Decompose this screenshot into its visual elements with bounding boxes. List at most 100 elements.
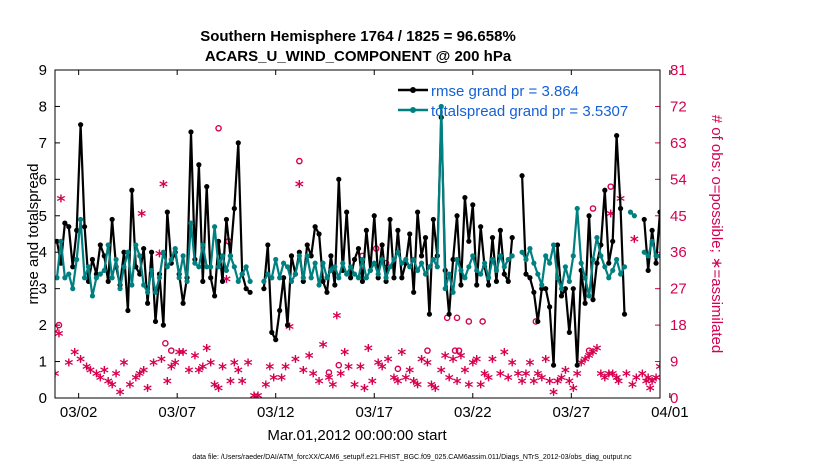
spread-point	[93, 275, 99, 281]
obs-assimilated-marker: *	[76, 353, 85, 373]
obs-assimilated-marker: *	[112, 367, 121, 387]
y2-tick-label: 36	[670, 244, 687, 261]
spread-point	[527, 245, 533, 252]
rmse-point	[610, 238, 616, 244]
obs-assimilated-marker: *	[374, 356, 383, 376]
obs-assimilated-marker: *	[206, 356, 215, 376]
obs-assimilated-marker: *	[125, 378, 134, 398]
obs-assimilated-marker: *	[214, 382, 223, 402]
spread-point	[308, 275, 314, 281]
obs-assimilated-marker: *	[606, 207, 615, 227]
rmse-point	[332, 282, 338, 288]
rmse-point	[478, 224, 484, 230]
obs-assimilated-marker: *	[423, 356, 432, 376]
obs-possible-marker	[325, 369, 333, 376]
rmse-point	[363, 227, 369, 233]
rmse-point	[300, 278, 306, 284]
obs-assimilated-marker: *	[163, 374, 172, 394]
y-tick-label: 6	[39, 171, 47, 188]
spread-point	[85, 264, 92, 270]
obs-assimilated-marker: *	[222, 272, 231, 292]
spread-point	[78, 216, 84, 223]
obs-assimilated-marker: *	[368, 374, 377, 394]
obs-assimilated-marker: *	[378, 360, 387, 380]
spread-point	[344, 271, 350, 277]
rmse-point	[562, 286, 569, 292]
spread-point	[137, 253, 143, 259]
spread-point	[550, 242, 557, 248]
obs-assimilated-marker: *	[569, 382, 578, 402]
spread-point	[273, 256, 279, 263]
spread-line	[55, 218, 252, 298]
rmse-point	[411, 289, 417, 295]
obs-assimilated-marker: *	[179, 345, 188, 365]
spread-point	[265, 271, 271, 277]
spread-point	[113, 256, 119, 263]
obs-assimilated-marker: *	[265, 360, 274, 380]
rmse-point	[531, 289, 537, 295]
rmse-point	[375, 275, 381, 281]
rmse-point	[296, 249, 302, 255]
y2-tick-label: 27	[670, 281, 687, 298]
y-tick-label: 5	[39, 208, 47, 225]
rmse-point	[247, 289, 253, 295]
obs-assimilated-marker: *	[614, 374, 623, 394]
rmse-point	[141, 245, 147, 252]
rmse-point	[509, 235, 515, 241]
obs-assimilated-marker: *	[281, 360, 290, 380]
rmse-point	[355, 245, 362, 252]
rmse-point	[66, 224, 72, 230]
rmse-point	[379, 242, 385, 248]
rmse-point	[407, 231, 413, 237]
spread-point	[649, 238, 655, 244]
spread-point	[598, 253, 604, 259]
spread-point	[395, 249, 401, 255]
spread-point	[489, 256, 496, 263]
rmse-point	[422, 235, 429, 241]
y2-tick-label: 18	[670, 317, 687, 334]
spread-point	[519, 249, 525, 255]
spread-point	[243, 264, 249, 270]
obs-assimilated-marker: *	[557, 371, 566, 391]
spread-point	[450, 289, 456, 295]
obs-assimilated-marker: *	[238, 374, 247, 394]
rmse-point	[566, 329, 572, 335]
obs-assimilated-marker: *	[417, 353, 426, 373]
obs-possible-marker	[479, 318, 486, 325]
rmse-point	[653, 260, 659, 266]
obs-assimilated-marker: *	[159, 178, 168, 198]
obs-assimilated-marker: *	[632, 371, 641, 391]
obs-assimilated-marker: *	[397, 345, 406, 365]
spread-point	[478, 271, 484, 277]
obs-possible-marker	[55, 321, 63, 329]
obs-possible-marker	[453, 314, 461, 322]
obs-assimilated-marker: *	[244, 356, 253, 376]
spread-point	[665, 231, 670, 236]
spread-point	[351, 271, 358, 277]
spread-point	[387, 264, 393, 270]
obs-assimilated-marker: *	[291, 353, 300, 373]
chart-title: Southern Hemisphere 1764 / 1825 = 96.658…	[200, 28, 516, 45]
obs-assimilated-marker: *	[484, 371, 493, 391]
obs-assimilated-marker: *	[460, 363, 469, 383]
legend-spread-label: totalspread grand pr = 3.5307	[431, 103, 628, 120]
rmse-point	[527, 275, 533, 281]
spread-point	[485, 275, 492, 281]
rmse-point	[590, 297, 596, 303]
obs-assimilated-marker: *	[230, 356, 239, 376]
spread-point	[117, 286, 123, 292]
spread-point	[582, 275, 588, 281]
chart-subtitle: ACARS_U_WIND_COMPONENT @ 200 hPa	[205, 48, 512, 65]
y-tick-label: 9	[39, 62, 47, 79]
obs-assimilated-marker: *	[642, 374, 651, 394]
y-tick-label: 1	[39, 354, 47, 371]
y-tick-label: 0	[39, 390, 47, 407]
spread-point	[673, 271, 678, 276]
obs-assimilated-marker: *	[254, 389, 263, 409]
rmse-point	[308, 253, 314, 259]
obs-assimilated-marker: *	[137, 207, 146, 227]
obs-assimilated-marker: *	[561, 363, 570, 383]
obs-assimilated-marker: *	[56, 192, 65, 212]
obs-assimilated-marker: *	[589, 345, 598, 365]
rmse-point	[188, 129, 194, 135]
